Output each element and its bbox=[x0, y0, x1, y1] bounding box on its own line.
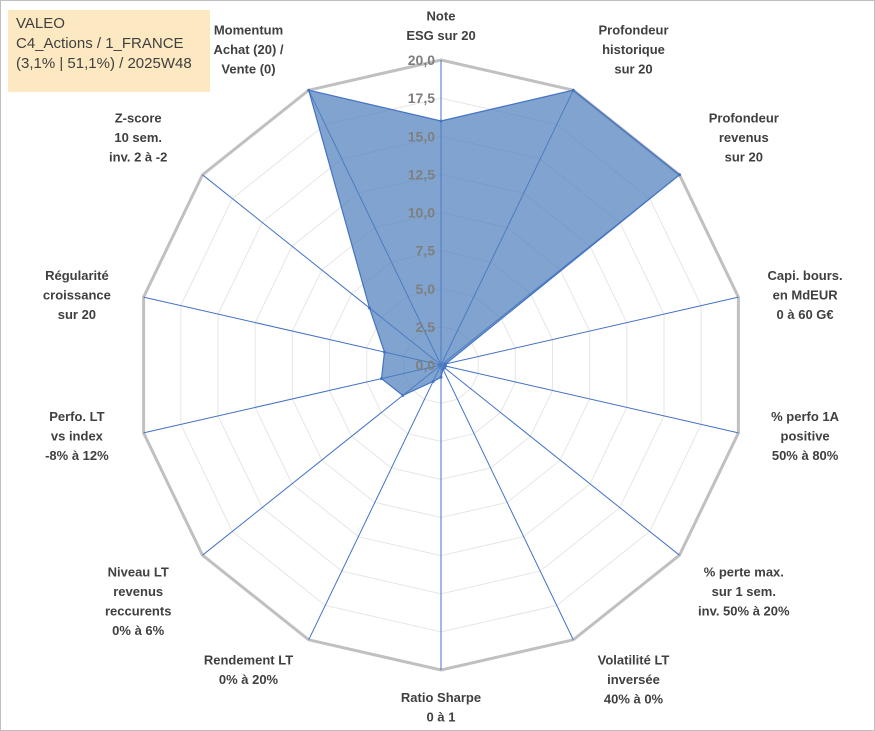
tick-label: 0,0 bbox=[416, 357, 436, 373]
radar-series bbox=[307, 88, 681, 397]
category-label: Note ESG sur 20 bbox=[406, 9, 475, 44]
category-label: Rendement LT 0% à 20% bbox=[204, 653, 293, 688]
series-point bbox=[383, 350, 386, 354]
radar-spoke bbox=[440, 296, 739, 366]
series-area bbox=[307, 89, 681, 397]
category-label: Perfo. LT vs index -8% à 12% bbox=[45, 409, 109, 463]
stock-info-box: VALEO C4_Actions / 1_FRANCE (3,1% | 51,1… bbox=[8, 10, 210, 92]
series-point bbox=[401, 393, 405, 397]
tick-label: 10,0 bbox=[408, 205, 435, 221]
radar-spoke bbox=[440, 364, 680, 556]
series-point bbox=[439, 119, 443, 123]
radar-spoke bbox=[440, 364, 739, 434]
category-label: Régularité croissance sur 20 bbox=[43, 268, 111, 322]
stock-period: (3,1% | 51,1%) / 2025W48 bbox=[16, 55, 192, 72]
category-label: Z-score 10 sem. inv. 2 à -2 bbox=[109, 110, 167, 164]
category-label: Volatilité LT inversée 40% à 0% bbox=[598, 653, 670, 707]
series-point bbox=[571, 88, 575, 92]
series-point bbox=[439, 375, 443, 379]
series-point bbox=[678, 173, 681, 177]
stock-category: C4_Actions / 1_FRANCE bbox=[16, 35, 184, 52]
radar-category-labels: Note ESG sur 20 Profondeur historique sur 20… bbox=[43, 9, 843, 725]
series-point bbox=[307, 88, 311, 92]
series-point bbox=[368, 306, 371, 310]
tick-label: 20,0 bbox=[408, 52, 435, 68]
series-point bbox=[431, 380, 435, 383]
radar-spoke bbox=[202, 364, 442, 556]
series-point bbox=[380, 377, 383, 381]
category-label: Ratio Sharpe 0 à 1 bbox=[401, 690, 481, 725]
stock-name: VALEO bbox=[16, 15, 65, 32]
category-label: Profondeur historique sur 20 bbox=[598, 22, 668, 76]
tick-label: 12,5 bbox=[408, 166, 435, 182]
category-label: Capi. bours. en MdEUR 0 à 60 G€ bbox=[768, 268, 843, 322]
category-label: % perte max. sur 1 sem. inv. 50% à 20% bbox=[698, 565, 790, 619]
tick-label: 5,0 bbox=[416, 281, 436, 297]
tick-label: 17,5 bbox=[408, 90, 435, 106]
category-label: Momentum Achat (20) / Vente (0) bbox=[213, 22, 283, 76]
category-label: Niveau LT revenus reccurents 0% à 6% bbox=[105, 565, 171, 639]
category-label: Profondeur revenus sur 20 bbox=[709, 110, 779, 164]
radar-spoke bbox=[440, 364, 574, 641]
category-label: % perfo 1A positive 50% à 80% bbox=[771, 409, 840, 463]
tick-label: 7,5 bbox=[416, 243, 436, 259]
tick-label: 15,0 bbox=[408, 128, 435, 144]
radar-spoke bbox=[308, 364, 442, 641]
radar-tick-labels: 0,0 2,5 5,0 7,5 10,0 12,5 15,0 17,5 20,0 bbox=[408, 52, 435, 373]
tick-label: 2,5 bbox=[416, 319, 436, 335]
series-point bbox=[441, 367, 445, 371]
